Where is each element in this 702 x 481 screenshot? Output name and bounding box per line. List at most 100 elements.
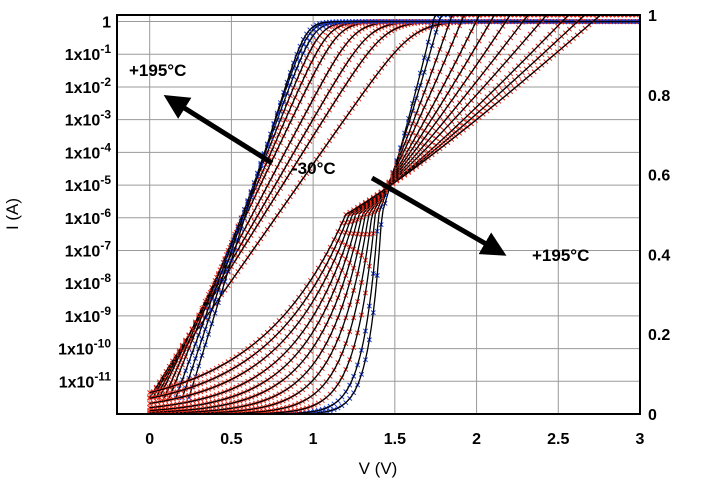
fit-line <box>149 15 639 399</box>
linear-series <box>147 15 639 414</box>
x-tick-label: 0.5 <box>220 431 242 448</box>
y-axis-right: 0 0.2 0.4 0.6 0.8 1 <box>648 8 670 424</box>
data-point <box>445 15 451 18</box>
fit-line <box>149 15 639 414</box>
annotation-cold: -30°C <box>292 159 336 178</box>
linear-series <box>147 15 639 414</box>
data-point <box>551 15 557 18</box>
fit-line <box>168 20 640 398</box>
log-series <box>186 18 640 401</box>
data-point <box>637 18 640 25</box>
x-axis: 0 0.5 1 1.5 2 2.5 3 <box>145 431 644 448</box>
data-point <box>590 15 596 18</box>
y-right-tick-label: 0 <box>648 407 657 424</box>
data-point <box>609 15 616 18</box>
arrow-up-left <box>163 95 274 166</box>
y-left-tick-label: 1x10-11 <box>59 369 112 391</box>
data-point <box>457 15 463 18</box>
data-point <box>147 400 153 406</box>
data-point <box>504 15 510 18</box>
y-left-tick-label: 1x10-2 <box>65 75 112 97</box>
y-right-tick-label: 0.2 <box>648 327 670 344</box>
linear-series <box>147 15 639 396</box>
data-point <box>527 15 533 18</box>
y-right-tick-label: 1 <box>648 8 657 25</box>
y-right-tick-label: 0.4 <box>648 247 670 264</box>
fit-line <box>155 20 640 398</box>
fit-line <box>149 15 639 412</box>
data-point <box>515 15 521 18</box>
data-point <box>511 15 518 18</box>
data-point <box>617 15 623 18</box>
plot-frame <box>116 14 641 415</box>
linear-series <box>147 15 639 401</box>
y-left-tick-label: 1 <box>102 15 111 32</box>
data-point <box>586 15 592 18</box>
data-point <box>441 15 447 18</box>
x-tick-label: 2.5 <box>547 431 569 448</box>
log-series <box>166 18 640 401</box>
data-point <box>500 15 506 18</box>
y-right-tick-label: 0.8 <box>648 88 670 105</box>
linear-series <box>147 15 639 406</box>
data-point <box>570 15 576 18</box>
plot-area <box>147 15 640 414</box>
data-point <box>460 15 467 18</box>
x-tick-label: 1 <box>309 431 318 448</box>
y-left-tick-label: 1x10-5 <box>65 173 112 195</box>
fit-line <box>149 15 639 414</box>
data-point <box>558 15 565 18</box>
annotation-log-hot: +195°C <box>129 61 186 80</box>
linear-series <box>147 15 639 414</box>
data-point <box>602 15 608 18</box>
data-point <box>613 15 620 18</box>
data-point <box>629 15 635 18</box>
data-point <box>488 15 494 18</box>
data-point <box>621 15 627 18</box>
data-point <box>484 15 490 18</box>
y-left-tick-label: 1x10-10 <box>58 337 111 359</box>
data-point <box>161 395 167 401</box>
y-left-tick-label: 1x10-8 <box>65 271 112 293</box>
data-point <box>464 15 470 18</box>
linear-series <box>147 15 639 411</box>
y-axis-title: I (A) <box>3 198 22 230</box>
linear-scale-series <box>147 15 639 414</box>
data-point <box>453 15 459 18</box>
y-left-tick-label: 1x10-4 <box>65 140 112 162</box>
annotation-linear-hot: +195°C <box>532 246 589 265</box>
linear-series <box>147 15 639 414</box>
arrow-down-right <box>370 175 507 256</box>
y-left-tick-label: 1x10-6 <box>65 206 112 228</box>
data-point <box>574 15 580 18</box>
data-point <box>531 15 537 18</box>
log-series <box>156 18 640 401</box>
fit-line <box>149 15 639 414</box>
data-point <box>543 15 549 18</box>
fit-line <box>149 15 639 414</box>
fit-line <box>188 20 640 398</box>
fit-line <box>149 15 639 414</box>
fit-line <box>149 15 639 409</box>
data-point <box>606 15 612 18</box>
linear-series <box>147 15 639 414</box>
data-point <box>625 15 631 18</box>
linear-series <box>147 15 639 414</box>
y-left-tick-label: 1x10-7 <box>65 238 112 260</box>
log-series <box>173 18 640 401</box>
log-series <box>161 18 640 401</box>
fit-line <box>149 15 639 414</box>
data-point <box>472 15 478 18</box>
data-point <box>633 15 639 18</box>
data-point <box>539 15 545 18</box>
data-point <box>496 15 502 18</box>
linear-series <box>147 15 639 414</box>
x-tick-label: 2 <box>472 431 481 448</box>
x-tick-label: 3 <box>636 431 645 448</box>
x-axis-title: V (V) <box>359 459 398 478</box>
y-left-tick-label: 1x10-1 <box>65 42 112 64</box>
linear-series <box>147 15 639 414</box>
y-left-tick-label: 1x10-9 <box>65 304 112 326</box>
data-point <box>449 15 455 18</box>
